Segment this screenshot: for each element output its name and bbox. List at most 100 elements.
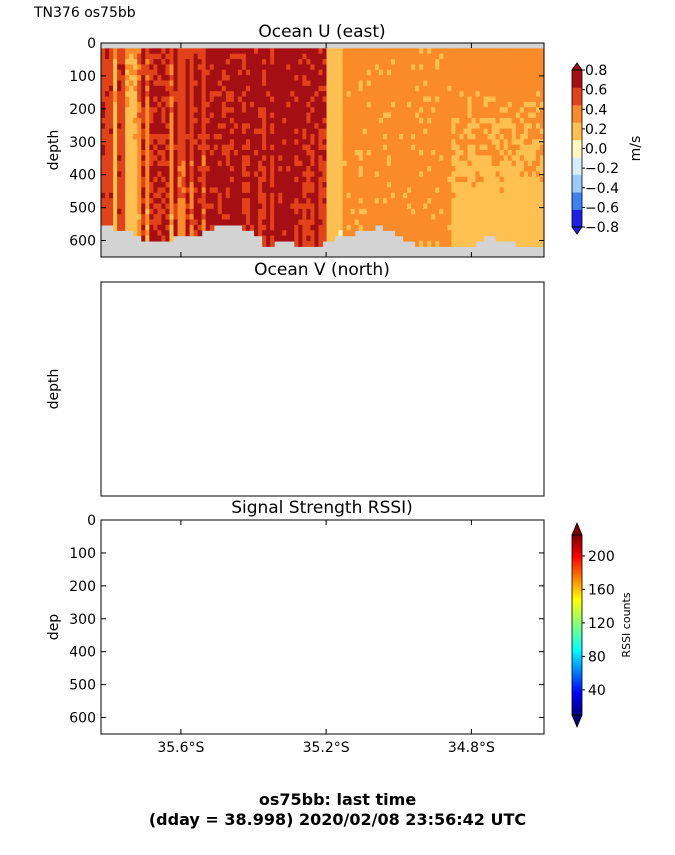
- heatmap-cell: [161, 107, 167, 114]
- heatmap-cell: [182, 541, 187, 547]
- heatmap-cell: [225, 80, 231, 87]
- heatmap-cell: [491, 150, 497, 156]
- heatmap-cell: [419, 48, 424, 55]
- heatmap-cell: [173, 112, 179, 119]
- heatmap-cell: [109, 208, 114, 215]
- heatmap-cell: [137, 627, 142, 633]
- heatmap-cell: [451, 203, 456, 210]
- heatmap-cell: [515, 219, 521, 226]
- heatmap-cell: [394, 48, 400, 55]
- heatmap-cell: [507, 208, 513, 215]
- heatmap-cell: [531, 166, 537, 172]
- heatmap-cell: [194, 622, 199, 628]
- heatmap-cell: [149, 80, 154, 87]
- heatmap-cell: [117, 123, 122, 130]
- heatmap-cell: [165, 112, 171, 119]
- heatmap-cell: [161, 723, 166, 729]
- heatmap-cell: [101, 681, 106, 687]
- heatmap-cell: [145, 622, 150, 628]
- heatmap-cell: [407, 85, 412, 92]
- heatmap-cell: [282, 69, 287, 76]
- heatmap-cell: [173, 219, 179, 226]
- heatmap-cell: [137, 117, 142, 124]
- heatmap-cell: [527, 112, 533, 119]
- heatmap-cell: [515, 107, 521, 114]
- heatmap-cell: [455, 75, 461, 82]
- heatmap-cell: [519, 69, 525, 76]
- heatmap-cell: [153, 675, 158, 681]
- heatmap-cell: [201, 139, 207, 146]
- heatmap-cell: [467, 91, 473, 98]
- heatmap-cell: [294, 80, 299, 87]
- heatmap-cell: [157, 632, 162, 638]
- heatmap-cell: [270, 128, 275, 135]
- heatmap-cell: [467, 133, 473, 140]
- heatmap-cell: [165, 150, 171, 156]
- heatmap-cell: [157, 160, 163, 167]
- heatmap-cell: [487, 187, 493, 194]
- heatmap-cell: [165, 531, 170, 537]
- heatmap-cell: [274, 85, 279, 92]
- heatmap-cell: [182, 579, 187, 585]
- heatmap-cell: [129, 681, 134, 687]
- heatmap-cell: [286, 80, 291, 87]
- heatmap-cell: [178, 664, 183, 670]
- heatmap-cell: [153, 659, 158, 665]
- heatmap-cell: [121, 208, 126, 215]
- heatmap-cell: [415, 112, 420, 119]
- heatmap-cell: [475, 150, 481, 156]
- heatmap-cell: [258, 112, 263, 119]
- heatmap-cell: [483, 139, 489, 146]
- heatmap-cell: [535, 128, 541, 135]
- heatmap-cell: [157, 691, 162, 697]
- heatmap-cell: [306, 219, 312, 226]
- heatmap-cell: [129, 697, 134, 703]
- heatmap-cell: [539, 128, 544, 135]
- heatmap-cell: [463, 176, 469, 183]
- heatmap-cell: [129, 638, 134, 644]
- heatmap-cell: [101, 112, 106, 119]
- heatmap-cell: [173, 595, 178, 601]
- heatmap-cell: [515, 176, 521, 183]
- heatmap-cell: [483, 101, 489, 108]
- heatmap-cell: [109, 595, 114, 601]
- heatmap-cell: [201, 219, 207, 226]
- heatmap-cell: [206, 590, 211, 596]
- heatmap-cell: [411, 80, 416, 87]
- heatmap-cell: [157, 176, 163, 183]
- heatmap-cell: [153, 541, 158, 547]
- heatmap-cell: [121, 643, 126, 649]
- heatmap-cell: [310, 112, 316, 119]
- heatmap-cell: [229, 75, 235, 82]
- heatmap-cell: [282, 235, 287, 242]
- heatmap-cell: [141, 611, 146, 617]
- heatmap-cell: [245, 160, 251, 167]
- heatmap-cell: [382, 101, 388, 108]
- heatmap-cell: [149, 616, 154, 622]
- heatmap-cell: [427, 144, 432, 151]
- heatmap-cell: [149, 579, 154, 585]
- heatmap-cell: [113, 616, 118, 622]
- heatmap-cell: [439, 144, 444, 151]
- heatmap-cell: [463, 75, 469, 82]
- heatmap-cell: [431, 112, 436, 119]
- heatmap-cell: [338, 64, 344, 71]
- heatmap-cell: [483, 123, 489, 130]
- heatmap-cell: [125, 208, 130, 215]
- heatmap-cell: [338, 91, 344, 98]
- heatmap-cell: [153, 622, 158, 628]
- heatmap-cell: [290, 96, 295, 103]
- heatmap-cell: [515, 96, 521, 103]
- heatmap-cell: [125, 648, 130, 654]
- heatmap-cell: [394, 64, 400, 71]
- heatmap-cell: [318, 53, 324, 60]
- heatmap-cell: [531, 85, 537, 92]
- heatmap-cell: [178, 568, 183, 574]
- heatmap-cell: [157, 595, 162, 601]
- heatmap-cell: [217, 198, 223, 205]
- heatmap-cell: [495, 182, 501, 189]
- heatmap-cell: [125, 697, 130, 703]
- heatmap-cell: [190, 627, 195, 633]
- heatmap-cell: [435, 208, 440, 215]
- heatmap-cell: [169, 107, 175, 114]
